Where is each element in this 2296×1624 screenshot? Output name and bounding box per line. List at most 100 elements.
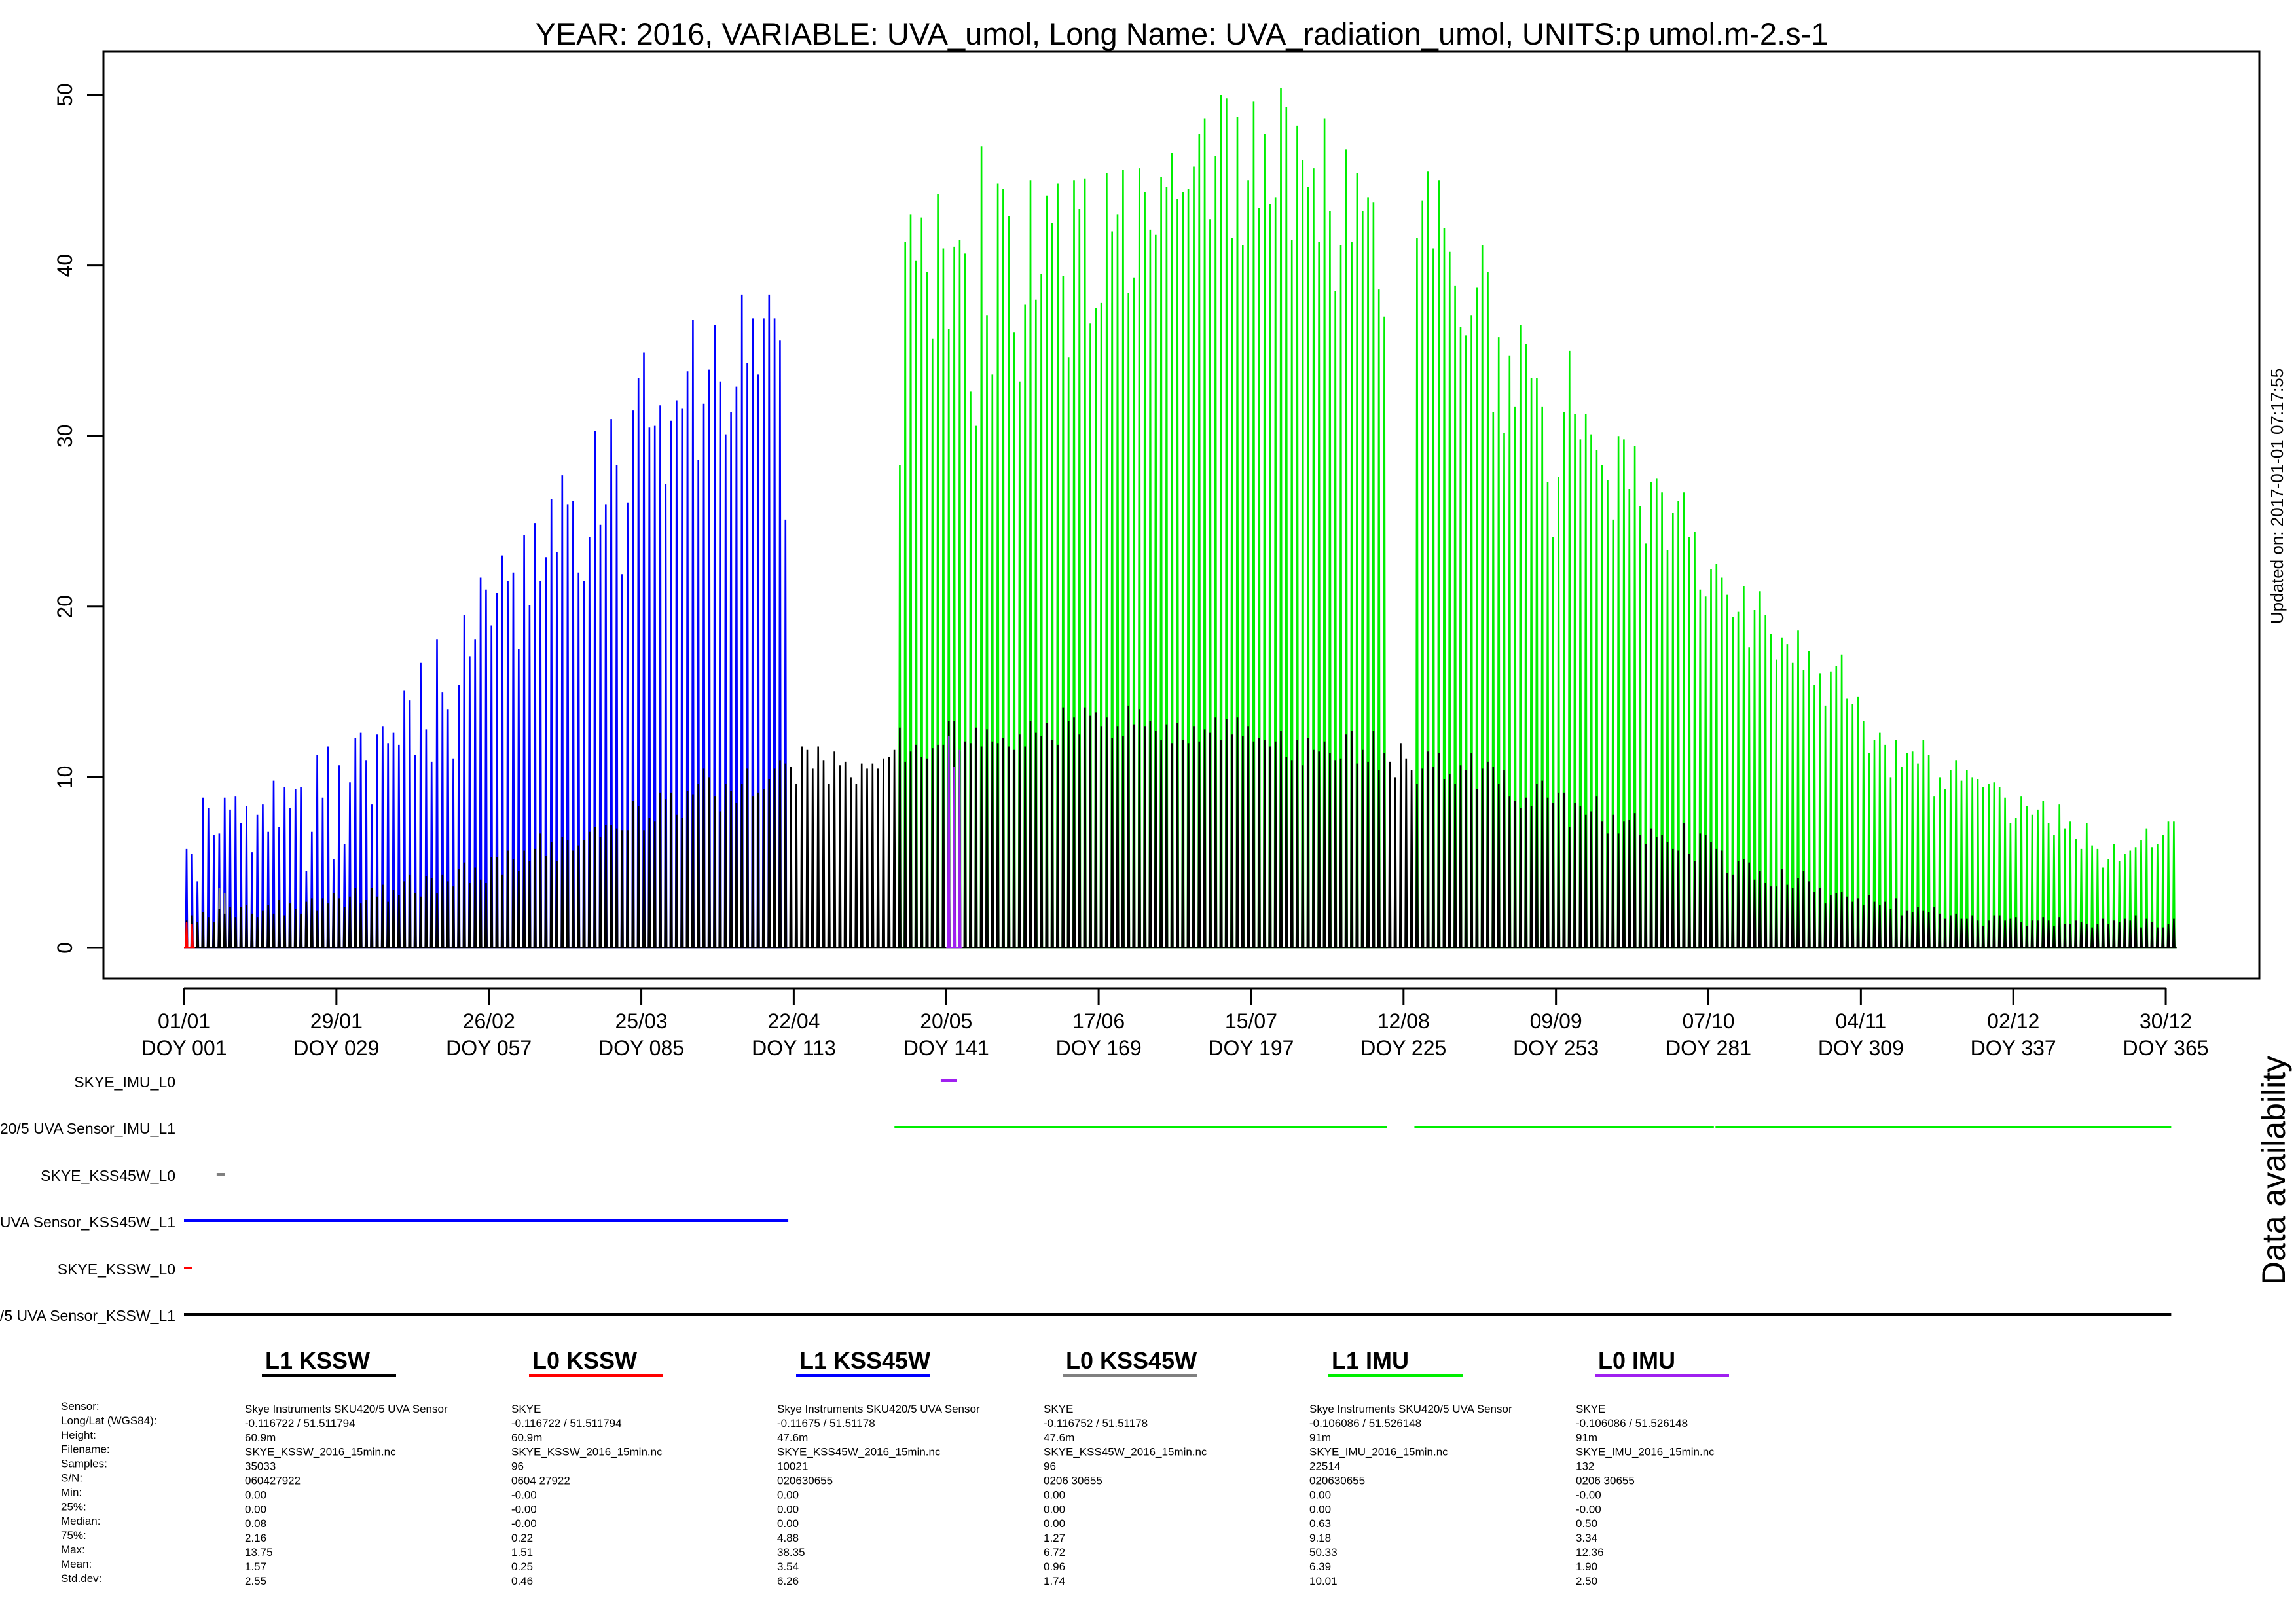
stats-cell: 47.6m <box>777 1432 808 1444</box>
x-tick-label-doy: DOY 197 <box>1208 1036 1294 1060</box>
y-tick-label: 0 <box>53 942 77 954</box>
stats-cell: 96 <box>511 1460 524 1473</box>
stats-cell: Skye Instruments SKU420/5 UVA Sensor <box>245 1403 448 1415</box>
stats-cell: SKYE <box>511 1403 541 1415</box>
stats-cell: 1.27 <box>1044 1532 1065 1544</box>
stats-cell: 1.74 <box>1044 1575 1065 1587</box>
stats-cell: 6.39 <box>1309 1561 1331 1573</box>
stats-cell: 0.96 <box>1044 1561 1065 1573</box>
stats-cell: 3.54 <box>777 1561 799 1573</box>
stats-cell: 1.57 <box>245 1561 266 1573</box>
stats-cell: 0.00 <box>1309 1503 1331 1515</box>
stats-cell: 10021 <box>777 1460 808 1473</box>
stats-cell: 0.63 <box>1309 1517 1331 1530</box>
stats-cell: 4.88 <box>777 1532 799 1544</box>
stats-cell: 60.9m <box>511 1432 542 1444</box>
x-tick-label-date: 01/01 <box>158 1009 210 1033</box>
stats-cell: 132 <box>1576 1460 1594 1473</box>
availability-track-label: SKYE_KSSW_L0 <box>58 1261 175 1278</box>
x-tick-label-doy: DOY 253 <box>1513 1036 1599 1060</box>
stats-row-label: Max: <box>61 1543 85 1556</box>
availability-panel: SKYE_IMU_L0 Skye Instruments SKU420/5 UVA… <box>0 1074 2172 1324</box>
stats-cell: 2.16 <box>245 1532 266 1544</box>
x-tick-label-doy: DOY 029 <box>293 1036 379 1060</box>
stats-cell: -0.00 <box>1576 1503 1601 1515</box>
availability-track-label: Skye Instruments SKU420/5 UVA Sensor_IMU… <box>0 1120 175 1137</box>
y-tick-label: 50 <box>53 83 77 107</box>
stats-cell: 0206 30655 <box>1576 1475 1635 1487</box>
stats-cell: 0.00 <box>245 1489 266 1501</box>
stats-cell: -0.116752 / 51.51178 <box>1044 1417 1148 1430</box>
stats-cell: -0.106086 / 51.526148 <box>1576 1417 1688 1430</box>
legend-label-l1-imu: L1 IMU <box>1332 1347 1409 1374</box>
stats-row-label: 75%: <box>61 1529 86 1542</box>
availability-track-label: SKYE_KSS45W_L0 <box>41 1167 175 1184</box>
x-tick-label-doy: DOY 001 <box>141 1036 227 1060</box>
stats-cell: -0.116722 / 51.511794 <box>245 1417 355 1430</box>
stats-cell: SKYE_KSSW_2016_15min.nc <box>245 1446 396 1458</box>
stats-cell: 0.25 <box>511 1561 533 1573</box>
legend-label-l0-imu: L0 IMU <box>1598 1347 1675 1374</box>
stats-cell: -0.00 <box>511 1503 537 1515</box>
availability-track-label: Skye Instruments SKU420/5 UVA Sensor_KSS… <box>0 1307 175 1324</box>
stats-cell: SKYE_KSSW_2016_15min.nc <box>511 1446 663 1458</box>
x-tick-label-date: 15/07 <box>1225 1009 1277 1033</box>
stats-cell: SKYE <box>1044 1403 1073 1415</box>
x-tick-label-date: 20/05 <box>920 1009 972 1033</box>
stats-row-label: Samples: <box>61 1458 107 1470</box>
stats-cell: 1.51 <box>511 1546 533 1559</box>
stats-cell: 91m <box>1576 1432 1597 1444</box>
stats-cell: 6.72 <box>1044 1546 1065 1559</box>
stats-cell: 0.00 <box>1044 1489 1065 1501</box>
stats-row-label: Median: <box>61 1515 100 1527</box>
x-tick-label-doy: DOY 281 <box>1666 1036 1751 1060</box>
stats-cell: 3.34 <box>1576 1532 1597 1544</box>
stats-row-label: Filename: <box>61 1443 110 1456</box>
stats-cell: 0.50 <box>1576 1517 1597 1530</box>
availability-track-label: Skye Instruments SKU420/5 UVA Sensor_KSS… <box>0 1214 175 1231</box>
x-tick-label-date: 07/10 <box>1682 1009 1734 1033</box>
updated-timestamp: Updated on: 2017-01-01 07:17:55 <box>2267 369 2287 624</box>
stats-cell: SKYE <box>1576 1403 1605 1415</box>
x-tick-label-date: 04/11 <box>1835 1009 1886 1033</box>
x-tick-label-doy: DOY 225 <box>1360 1036 1446 1060</box>
availability-label: Data availability <box>2255 1056 2292 1285</box>
stats-cell: 0.00 <box>777 1503 799 1515</box>
stats-cell: 9.18 <box>1309 1532 1331 1544</box>
stats-row-label: Height: <box>61 1429 96 1441</box>
stats-cell: -0.106086 / 51.526148 <box>1309 1417 1421 1430</box>
stats-cell: -0.116722 / 51.511794 <box>511 1417 622 1430</box>
stats-cell: 50.33 <box>1309 1546 1338 1559</box>
plot-area: 0 10 20 30 40 50 01/01 DOY 001 29/01 DOY 029 26/0… <box>53 50 2261 1060</box>
stats-row-label: Sensor: <box>61 1400 100 1413</box>
x-tick-label-date: 17/06 <box>1072 1009 1125 1033</box>
stats-row-label: Min: <box>61 1486 82 1498</box>
stats-cell: 0.00 <box>777 1517 799 1530</box>
stats-row-label: Long/Lat (WGS84): <box>61 1415 156 1427</box>
x-tick-label-date: 25/03 <box>615 1009 668 1033</box>
stats-cell: 020630655 <box>777 1475 833 1487</box>
stats-cell: 35033 <box>245 1460 276 1473</box>
x-tick-label-date: 12/08 <box>1377 1009 1430 1033</box>
stats-cell: 2.55 <box>245 1575 266 1587</box>
y-axis: 0 10 20 30 40 50 <box>53 83 103 954</box>
y-tick-label: 40 <box>53 254 77 278</box>
stats-cell: 020630655 <box>1309 1475 1365 1487</box>
stats-cell: SKYE_KSS45W_2016_15min.nc <box>1044 1446 1207 1458</box>
stats-cell: -0.00 <box>1576 1489 1601 1501</box>
stats-row-label: 25%: <box>61 1500 86 1513</box>
stats-cell: 22514 <box>1309 1460 1340 1473</box>
stats-cell: 0.08 <box>245 1517 266 1530</box>
stats-cell: 13.75 <box>245 1546 273 1559</box>
stats-row-label: Mean: <box>61 1558 92 1570</box>
series-l1-kssw <box>184 705 2177 949</box>
x-tick-label-doy: DOY 113 <box>752 1036 836 1060</box>
stats-cell: 0.46 <box>511 1575 533 1587</box>
series-layer <box>184 88 2177 949</box>
stats-cell: 0.00 <box>1309 1489 1331 1501</box>
stats-cell: 6.26 <box>777 1575 799 1587</box>
stats-cell: SKYE_IMU_2016_15min.nc <box>1309 1446 1448 1458</box>
legend-label-l0-kss45w: L0 KSS45W <box>1066 1347 1197 1374</box>
stats-cell: 0.00 <box>1044 1503 1065 1515</box>
series-l1-imu <box>897 88 2177 949</box>
